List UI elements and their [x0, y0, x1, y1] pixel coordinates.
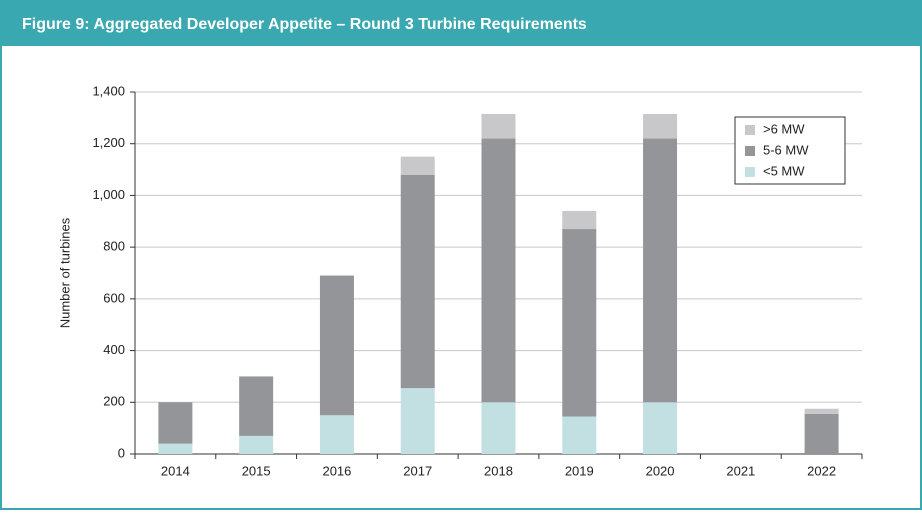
bar-segment [643, 138, 678, 403]
x-tick-label: 2017 [403, 463, 432, 478]
bar-segment [481, 138, 516, 403]
y-tick-label: 200 [103, 394, 125, 409]
bar-segment [400, 156, 435, 175]
x-tick-label: 2020 [646, 463, 675, 478]
y-axis-label: Number of turbines [57, 217, 72, 328]
bar-segment [562, 229, 597, 417]
y-tick-label: 1,200 [92, 135, 125, 150]
y-tick-label: 1,000 [92, 187, 125, 202]
x-tick-label: 2018 [484, 463, 513, 478]
legend-swatch [745, 125, 755, 135]
header-band [0, 0, 922, 46]
bar-segment [804, 413, 839, 454]
x-tick-label: 2015 [242, 463, 271, 478]
bar-segment [319, 415, 354, 454]
legend-label: >6 MW [763, 121, 805, 136]
legend-swatch [745, 167, 755, 177]
y-tick-label: 1,400 [92, 83, 125, 98]
y-tick-label: 600 [103, 290, 125, 305]
bar-segment [239, 435, 274, 454]
legend-swatch [745, 146, 755, 156]
bar-segment [158, 402, 193, 444]
bar-segment [804, 408, 839, 414]
y-tick-label: 0 [118, 445, 125, 460]
legend-label: 5-6 MW [763, 142, 809, 157]
y-tick-label: 400 [103, 342, 125, 357]
bar-segment [562, 416, 597, 454]
bar-segment [643, 113, 678, 139]
bar-segment [643, 402, 678, 454]
bar-segment [239, 376, 274, 436]
x-tick-label: 2016 [322, 463, 351, 478]
x-tick-label: 2014 [161, 463, 190, 478]
x-tick-label: 2021 [726, 463, 755, 478]
bar-segment [400, 174, 435, 389]
bar-segment [562, 210, 597, 230]
y-tick-label: 800 [103, 239, 125, 254]
x-tick-label: 2022 [807, 463, 836, 478]
bar-segment [481, 113, 516, 139]
bar-segment [158, 443, 193, 454]
bar-segment [400, 388, 435, 454]
chart-title: Figure 9: Aggregated Developer Appetite … [22, 16, 587, 33]
legend-label: <5 MW [763, 163, 805, 178]
bar-segment [319, 275, 354, 416]
bar-segment [481, 402, 516, 454]
x-tick-label: 2019 [565, 463, 594, 478]
